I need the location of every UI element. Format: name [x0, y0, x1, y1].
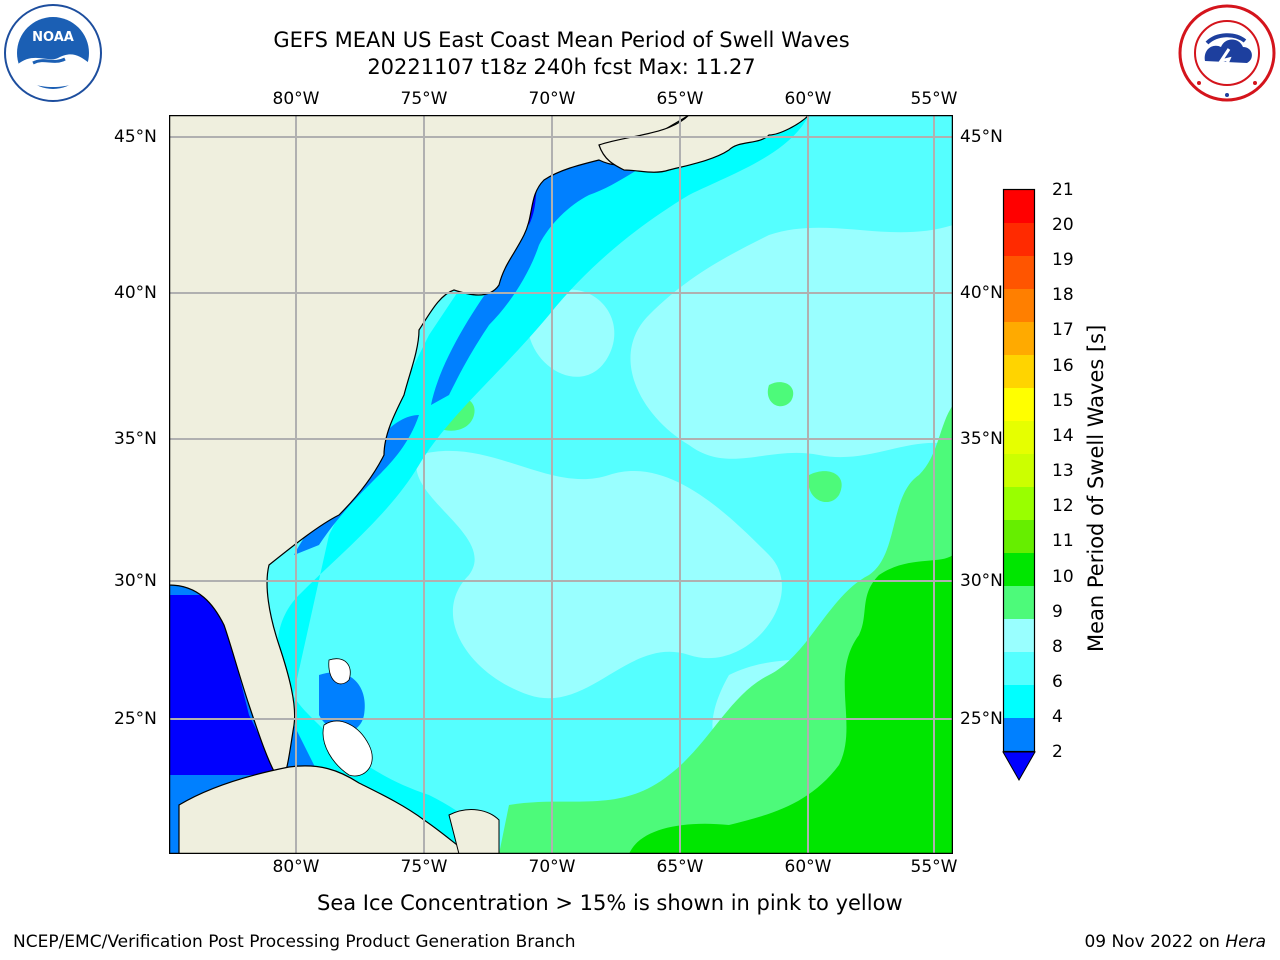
lat-label-right: 40°N [960, 283, 1003, 303]
colorbar-tick-label: 11 [1052, 531, 1074, 551]
colorbar-tick-label: 12 [1052, 496, 1074, 516]
lon-label-bottom: 55°W [910, 857, 958, 877]
lat-label-right: 45°N [960, 127, 1003, 147]
lon-label-bottom: 80°W [272, 857, 320, 877]
lat-label-left: 35°N [114, 429, 157, 449]
lon-label-bottom: 70°W [528, 857, 576, 877]
colorbar-tick-label: 21 [1052, 180, 1074, 200]
bahamas-shoals [322, 658, 373, 777]
colorbar-tick-label: 19 [1052, 250, 1074, 270]
noaa-logo-text: NOAA [32, 30, 74, 45]
colorbar-segment [1004, 520, 1034, 554]
colorbar-segment [1004, 553, 1034, 587]
colorbar-tick-label: 2 [1052, 742, 1063, 762]
colorbar-tick-label: 9 [1052, 602, 1063, 622]
sea-ice-note: Sea Ice Concentration > 15% is shown in … [317, 891, 903, 915]
colorbar-segments [1004, 190, 1034, 752]
swell-period-map [169, 115, 953, 854]
lon-label-top: 65°W [656, 89, 704, 109]
land-hispaniola [448, 809, 500, 854]
lat-label-left: 25°N [114, 709, 157, 729]
colorbar-tick-label: 20 [1052, 215, 1074, 235]
colorbar-tick-label: 8 [1052, 637, 1063, 657]
land-cuba [178, 765, 471, 854]
colorbar-segment [1004, 619, 1034, 653]
lon-label-top: 60°W [784, 89, 832, 109]
colorbar-segment [1004, 421, 1034, 455]
colorbar [1002, 188, 1036, 782]
map-frame [169, 115, 953, 854]
colorbar-segment [1004, 190, 1034, 224]
colorbar-segment [1004, 388, 1034, 422]
lat-label-left: 45°N [114, 127, 157, 147]
colorbar-segment [1004, 322, 1034, 356]
lat-label-right: 35°N [960, 429, 1003, 449]
colorbar-tick-label: 18 [1052, 285, 1074, 305]
colorbar-segment [1004, 355, 1034, 389]
colorbar-underflow-triangle [1002, 751, 1036, 782]
footer-date-text: 09 Nov 2022 on [1084, 932, 1220, 952]
colorbar-segment [1004, 652, 1034, 686]
lat-label-right: 25°N [960, 709, 1003, 729]
lon-label-bottom: 75°W [400, 857, 448, 877]
footer-date: 09 Nov 2022 on Hera [1084, 932, 1266, 952]
colorbar-tick-label: 17 [1052, 320, 1074, 340]
lat-label-left: 30°N [114, 571, 157, 591]
colorbar-tick-label: 6 [1052, 672, 1063, 692]
colorbar-title: Mean Period of Swell Waves [s] [1084, 324, 1108, 652]
lat-label-left: 40°N [114, 283, 157, 303]
lon-label-top: 55°W [910, 89, 958, 109]
lon-label-top: 70°W [528, 89, 576, 109]
colorbar-segment [1004, 487, 1034, 521]
colorbar-segment [1004, 586, 1034, 620]
colorbar-segment [1004, 289, 1034, 323]
colorbar-frame [1002, 188, 1036, 753]
colorbar-tick-label: 14 [1052, 426, 1074, 446]
footer-credit: NCEP/EMC/Verification Post Processing Pr… [13, 932, 576, 952]
colorbar-segment [1004, 718, 1034, 752]
land-us-east-coast [169, 115, 691, 781]
lon-label-bottom: 65°W [656, 857, 704, 877]
colorbar-segment [1004, 685, 1034, 719]
noaa-logo-icon: NOAA [4, 4, 102, 102]
colorbar-tick-label: 13 [1052, 461, 1074, 481]
map-title: GEFS MEAN US East Coast Mean Period of S… [273, 28, 850, 52]
period-10-11-region [629, 555, 953, 854]
colorbar-segment [1004, 454, 1034, 488]
colorbar-segment [1004, 223, 1034, 257]
footer-machine: Hera [1225, 932, 1266, 952]
land-nova-scotia [598, 115, 810, 173]
colorbar-segment [1004, 256, 1034, 290]
colorbar-tick-label: 15 [1052, 391, 1074, 411]
lon-label-top: 75°W [400, 89, 448, 109]
colorbar-tick-label: 4 [1052, 707, 1063, 727]
map-subtitle: 20221107 t18z 240h fcst Max: 11.27 [367, 55, 756, 79]
colorbar-tick-label: 16 [1052, 356, 1074, 376]
colorbar-tick-label: 10 [1052, 567, 1074, 587]
lon-label-bottom: 60°W [784, 857, 832, 877]
lat-label-right: 30°N [960, 571, 1003, 591]
graticule [169, 115, 953, 854]
nws-logo-icon [1178, 4, 1276, 102]
lon-label-top: 80°W [272, 89, 320, 109]
